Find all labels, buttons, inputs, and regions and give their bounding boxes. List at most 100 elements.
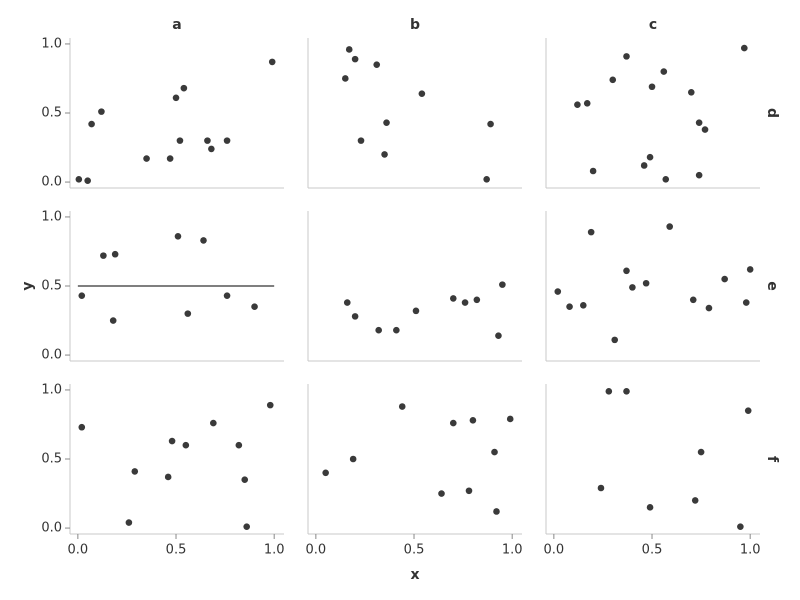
point bbox=[493, 508, 500, 515]
point bbox=[554, 288, 562, 295]
x-tick-label: 0.5 bbox=[642, 543, 663, 558]
point bbox=[605, 388, 613, 395]
point bbox=[383, 119, 390, 126]
point bbox=[109, 317, 117, 324]
point bbox=[75, 175, 83, 183]
point bbox=[746, 266, 754, 273]
point bbox=[687, 88, 695, 96]
point bbox=[342, 75, 349, 82]
x-tick-label: 0.5 bbox=[404, 543, 425, 558]
point bbox=[78, 423, 86, 431]
point bbox=[223, 292, 231, 299]
point bbox=[566, 303, 573, 311]
point bbox=[461, 299, 469, 306]
point bbox=[499, 281, 506, 288]
column-label: a bbox=[172, 17, 181, 33]
x-tick-label: 0.0 bbox=[306, 543, 327, 558]
x-tick-label: 0.0 bbox=[68, 543, 89, 558]
point bbox=[180, 84, 188, 92]
point bbox=[583, 100, 591, 107]
point bbox=[449, 295, 457, 302]
point bbox=[182, 441, 190, 449]
point bbox=[393, 326, 400, 334]
point bbox=[695, 171, 703, 179]
point bbox=[343, 299, 351, 306]
y-axis-title: y bbox=[20, 281, 36, 290]
point bbox=[251, 303, 258, 311]
point bbox=[174, 232, 182, 240]
point bbox=[418, 90, 426, 97]
point bbox=[172, 94, 180, 102]
point bbox=[473, 296, 481, 304]
point bbox=[740, 44, 748, 52]
x-tick-label: 0.0 bbox=[544, 543, 565, 558]
point bbox=[98, 108, 105, 115]
point bbox=[268, 58, 276, 66]
point bbox=[742, 299, 750, 306]
point bbox=[111, 250, 119, 258]
point bbox=[589, 167, 597, 175]
point bbox=[143, 155, 150, 162]
point bbox=[322, 469, 329, 477]
y-tick-label: 0.0 bbox=[41, 348, 62, 363]
point bbox=[611, 336, 619, 344]
point bbox=[235, 441, 243, 449]
point bbox=[223, 137, 231, 144]
y-tick-label: 0.5 bbox=[41, 452, 62, 467]
point bbox=[487, 120, 494, 128]
x-tick-label: 1.0 bbox=[502, 543, 523, 558]
point bbox=[375, 326, 382, 334]
point bbox=[642, 279, 650, 287]
point bbox=[701, 126, 709, 133]
point bbox=[373, 61, 381, 68]
point bbox=[495, 332, 502, 340]
point bbox=[689, 296, 697, 304]
y-tick-label: 0.5 bbox=[41, 106, 62, 121]
y-tick-label: 0.0 bbox=[41, 521, 62, 536]
point bbox=[351, 313, 359, 320]
point bbox=[623, 53, 630, 60]
point bbox=[597, 484, 605, 492]
y-tick-label: 1.0 bbox=[41, 36, 62, 51]
column-label: b bbox=[410, 17, 420, 33]
point bbox=[660, 68, 668, 75]
row-label: e bbox=[764, 281, 780, 291]
point bbox=[84, 177, 91, 184]
point bbox=[449, 419, 457, 427]
point bbox=[345, 46, 353, 53]
point bbox=[623, 267, 630, 275]
point bbox=[210, 419, 217, 427]
point bbox=[629, 284, 636, 291]
point bbox=[243, 523, 250, 530]
point bbox=[78, 292, 86, 299]
column-label: c bbox=[649, 17, 657, 33]
point bbox=[697, 448, 705, 456]
row-label: f bbox=[764, 456, 780, 463]
point bbox=[208, 145, 215, 153]
point bbox=[721, 275, 728, 283]
point bbox=[438, 490, 445, 497]
point bbox=[695, 119, 703, 126]
point bbox=[744, 407, 752, 414]
point bbox=[166, 155, 174, 162]
point bbox=[184, 310, 192, 317]
point bbox=[465, 487, 473, 495]
row-label: d bbox=[764, 108, 780, 118]
point bbox=[705, 304, 713, 312]
point bbox=[200, 237, 207, 244]
point bbox=[351, 55, 359, 63]
point bbox=[266, 401, 274, 409]
point bbox=[164, 473, 172, 481]
point bbox=[580, 302, 587, 309]
point bbox=[691, 497, 699, 504]
point bbox=[381, 151, 388, 158]
point bbox=[574, 101, 581, 109]
point bbox=[737, 523, 744, 530]
point bbox=[666, 223, 673, 230]
point bbox=[491, 448, 498, 456]
point bbox=[640, 162, 648, 169]
point bbox=[176, 137, 184, 144]
point bbox=[125, 519, 133, 526]
point bbox=[131, 468, 139, 475]
